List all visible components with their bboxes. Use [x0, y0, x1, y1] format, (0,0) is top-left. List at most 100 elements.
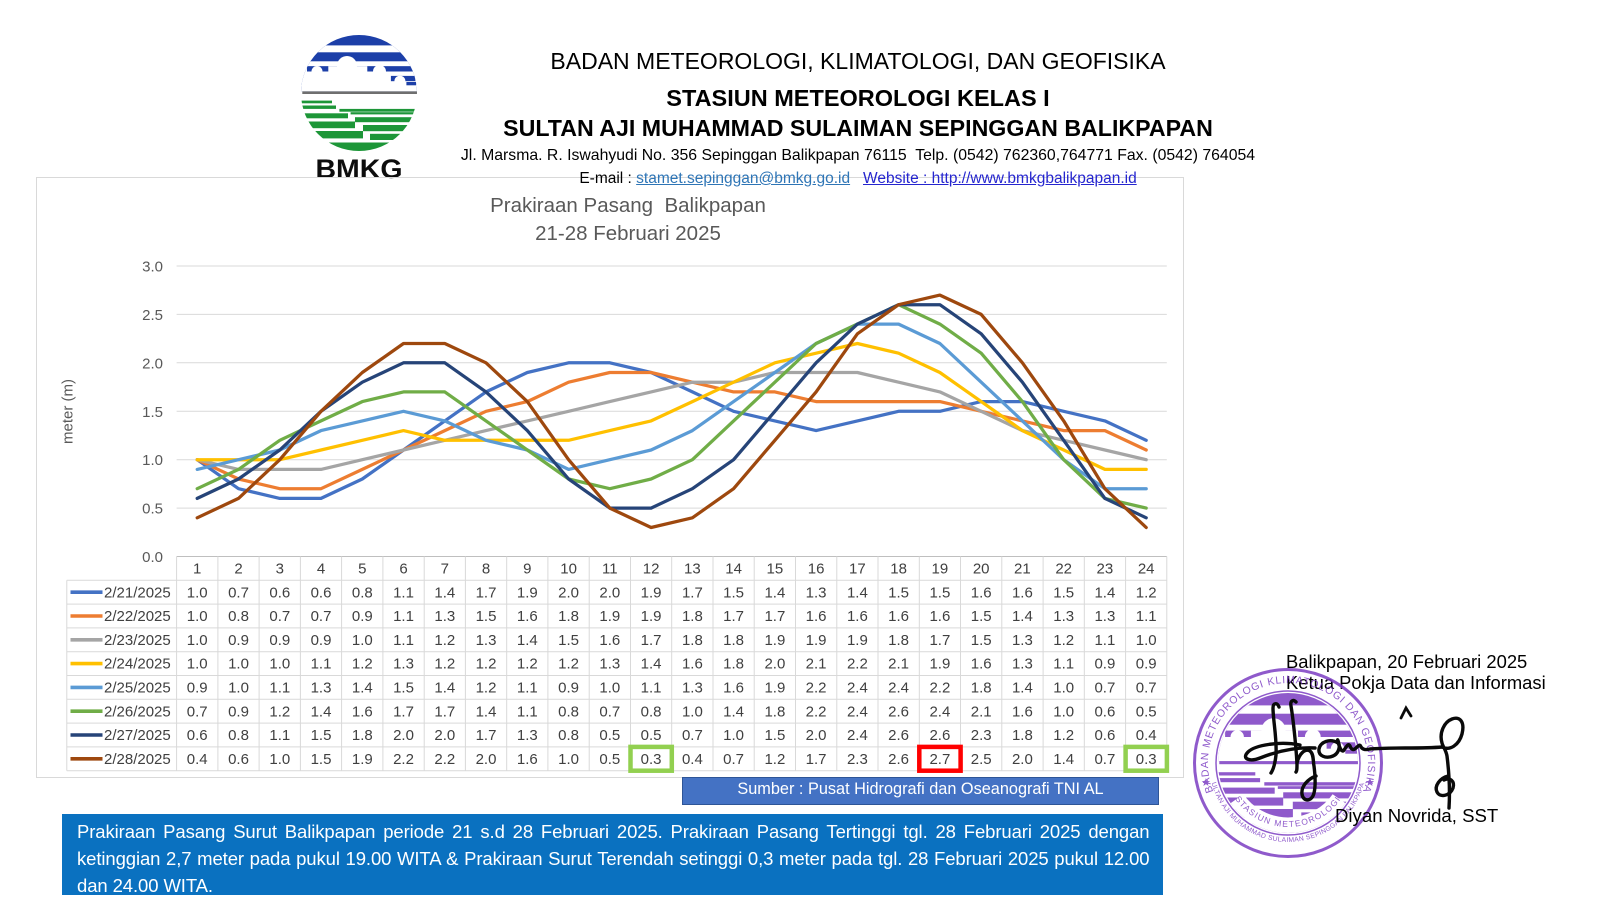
svg-text:1.8: 1.8	[764, 703, 785, 720]
svg-text:2/22/2025: 2/22/2025	[104, 608, 171, 625]
svg-text:0.6: 0.6	[269, 584, 290, 601]
svg-text:2/23/2025: 2/23/2025	[104, 632, 171, 649]
svg-text:1.0: 1.0	[1136, 632, 1157, 649]
svg-text:0.7: 0.7	[599, 703, 620, 720]
svg-text:1.4: 1.4	[764, 584, 785, 601]
svg-text:1.7: 1.7	[806, 751, 827, 768]
svg-text:2.0: 2.0	[1012, 751, 1033, 768]
svg-text:1.6: 1.6	[847, 608, 868, 625]
svg-text:0.9: 0.9	[311, 632, 332, 649]
svg-text:1.5: 1.5	[1053, 584, 1074, 601]
svg-text:2/26/2025: 2/26/2025	[104, 703, 171, 720]
svg-text:2.6: 2.6	[888, 727, 909, 744]
svg-text:1.7: 1.7	[476, 727, 497, 744]
svg-text:2.3: 2.3	[847, 751, 868, 768]
svg-text:0.4: 0.4	[682, 751, 703, 768]
svg-text:0.6: 0.6	[228, 751, 249, 768]
svg-text:1.0: 1.0	[187, 584, 208, 601]
svg-text:1.3: 1.3	[393, 656, 414, 673]
svg-text:1.2: 1.2	[558, 656, 579, 673]
svg-text:2.1: 2.1	[806, 656, 827, 673]
svg-text:2.6: 2.6	[929, 727, 950, 744]
svg-text:1.9: 1.9	[764, 680, 785, 697]
svg-text:17: 17	[849, 561, 866, 578]
svg-text:1.5: 1.5	[888, 584, 909, 601]
svg-text:1.0: 1.0	[599, 680, 620, 697]
svg-text:1.7: 1.7	[393, 703, 414, 720]
svg-text:3.0: 3.0	[142, 259, 163, 276]
svg-text:0.3: 0.3	[1136, 751, 1157, 768]
svg-text:0.5: 0.5	[142, 501, 163, 518]
svg-text:1.3: 1.3	[1012, 656, 1033, 673]
svg-text:1.1: 1.1	[311, 656, 332, 673]
svg-text:1.1: 1.1	[517, 680, 538, 697]
svg-text:1.7: 1.7	[641, 632, 662, 649]
svg-text:★: ★	[1201, 777, 1211, 789]
svg-text:1.3: 1.3	[806, 584, 827, 601]
svg-text:0.9: 0.9	[1136, 656, 1157, 673]
svg-text:1.3: 1.3	[1053, 608, 1074, 625]
svg-text:1.1: 1.1	[1136, 608, 1157, 625]
svg-text:1.6: 1.6	[599, 632, 620, 649]
svg-text:1.8: 1.8	[723, 632, 744, 649]
svg-text:8: 8	[482, 561, 490, 578]
svg-text:1.5: 1.5	[723, 584, 744, 601]
svg-text:1.1: 1.1	[393, 632, 414, 649]
svg-text:2/25/2025: 2/25/2025	[104, 680, 171, 697]
svg-text:2.4: 2.4	[847, 680, 868, 697]
svg-text:1: 1	[193, 561, 201, 578]
svg-text:1.9: 1.9	[599, 608, 620, 625]
svg-text:0.3: 0.3	[641, 751, 662, 768]
svg-text:2/21/2025: 2/21/2025	[104, 584, 171, 601]
svg-text:2.2: 2.2	[847, 656, 868, 673]
svg-text:0.7: 0.7	[1094, 680, 1115, 697]
svg-text:2.2: 2.2	[929, 680, 950, 697]
svg-text:2.1: 2.1	[888, 656, 909, 673]
svg-text:3: 3	[276, 561, 284, 578]
svg-text:1.4: 1.4	[847, 584, 868, 601]
svg-text:1.2: 1.2	[434, 656, 455, 673]
svg-text:0.5: 0.5	[599, 727, 620, 744]
svg-text:1.9: 1.9	[806, 632, 827, 649]
svg-text:7: 7	[441, 561, 449, 578]
svg-text:1.0: 1.0	[187, 632, 208, 649]
svg-text:1.1: 1.1	[269, 680, 290, 697]
svg-text:1.6: 1.6	[723, 680, 744, 697]
svg-text:23: 23	[1097, 561, 1114, 578]
svg-text:1.1: 1.1	[393, 584, 414, 601]
svg-text:1.5: 1.5	[929, 584, 950, 601]
svg-text:14: 14	[725, 561, 742, 578]
svg-text:meter (m): meter (m)	[60, 379, 77, 444]
svg-text:1.5: 1.5	[971, 608, 992, 625]
svg-text:2.1: 2.1	[971, 703, 992, 720]
svg-text:1.0: 1.0	[558, 751, 579, 768]
svg-text:1.7: 1.7	[434, 703, 455, 720]
svg-text:1.9: 1.9	[764, 632, 785, 649]
svg-text:1.6: 1.6	[806, 608, 827, 625]
svg-text:1.4: 1.4	[1053, 751, 1074, 768]
svg-text:1.6: 1.6	[517, 751, 538, 768]
svg-text:1.6: 1.6	[352, 703, 373, 720]
svg-text:1.0: 1.0	[352, 632, 373, 649]
svg-text:1.4: 1.4	[311, 703, 332, 720]
svg-text:1.0: 1.0	[1053, 680, 1074, 697]
svg-text:1.5: 1.5	[558, 632, 579, 649]
svg-text:4: 4	[317, 561, 325, 578]
svg-text:0.0: 0.0	[142, 549, 163, 566]
svg-text:2.5: 2.5	[142, 307, 163, 324]
svg-text:0.7: 0.7	[187, 703, 208, 720]
svg-text:1.9: 1.9	[641, 584, 662, 601]
svg-text:1.8: 1.8	[1012, 727, 1033, 744]
svg-text:0.9: 0.9	[558, 680, 579, 697]
svg-text:BMKG: BMKG	[316, 154, 403, 184]
svg-text:16: 16	[808, 561, 825, 578]
svg-text:1.4: 1.4	[517, 632, 538, 649]
svg-text:0.7: 0.7	[311, 608, 332, 625]
svg-text:2.0: 2.0	[806, 727, 827, 744]
svg-text:1.9: 1.9	[641, 608, 662, 625]
svg-text:1.7: 1.7	[764, 608, 785, 625]
svg-text:2.6: 2.6	[888, 751, 909, 768]
svg-text:1.6: 1.6	[971, 584, 992, 601]
svg-text:1.5: 1.5	[311, 751, 332, 768]
svg-text:2/28/2025: 2/28/2025	[104, 751, 171, 768]
